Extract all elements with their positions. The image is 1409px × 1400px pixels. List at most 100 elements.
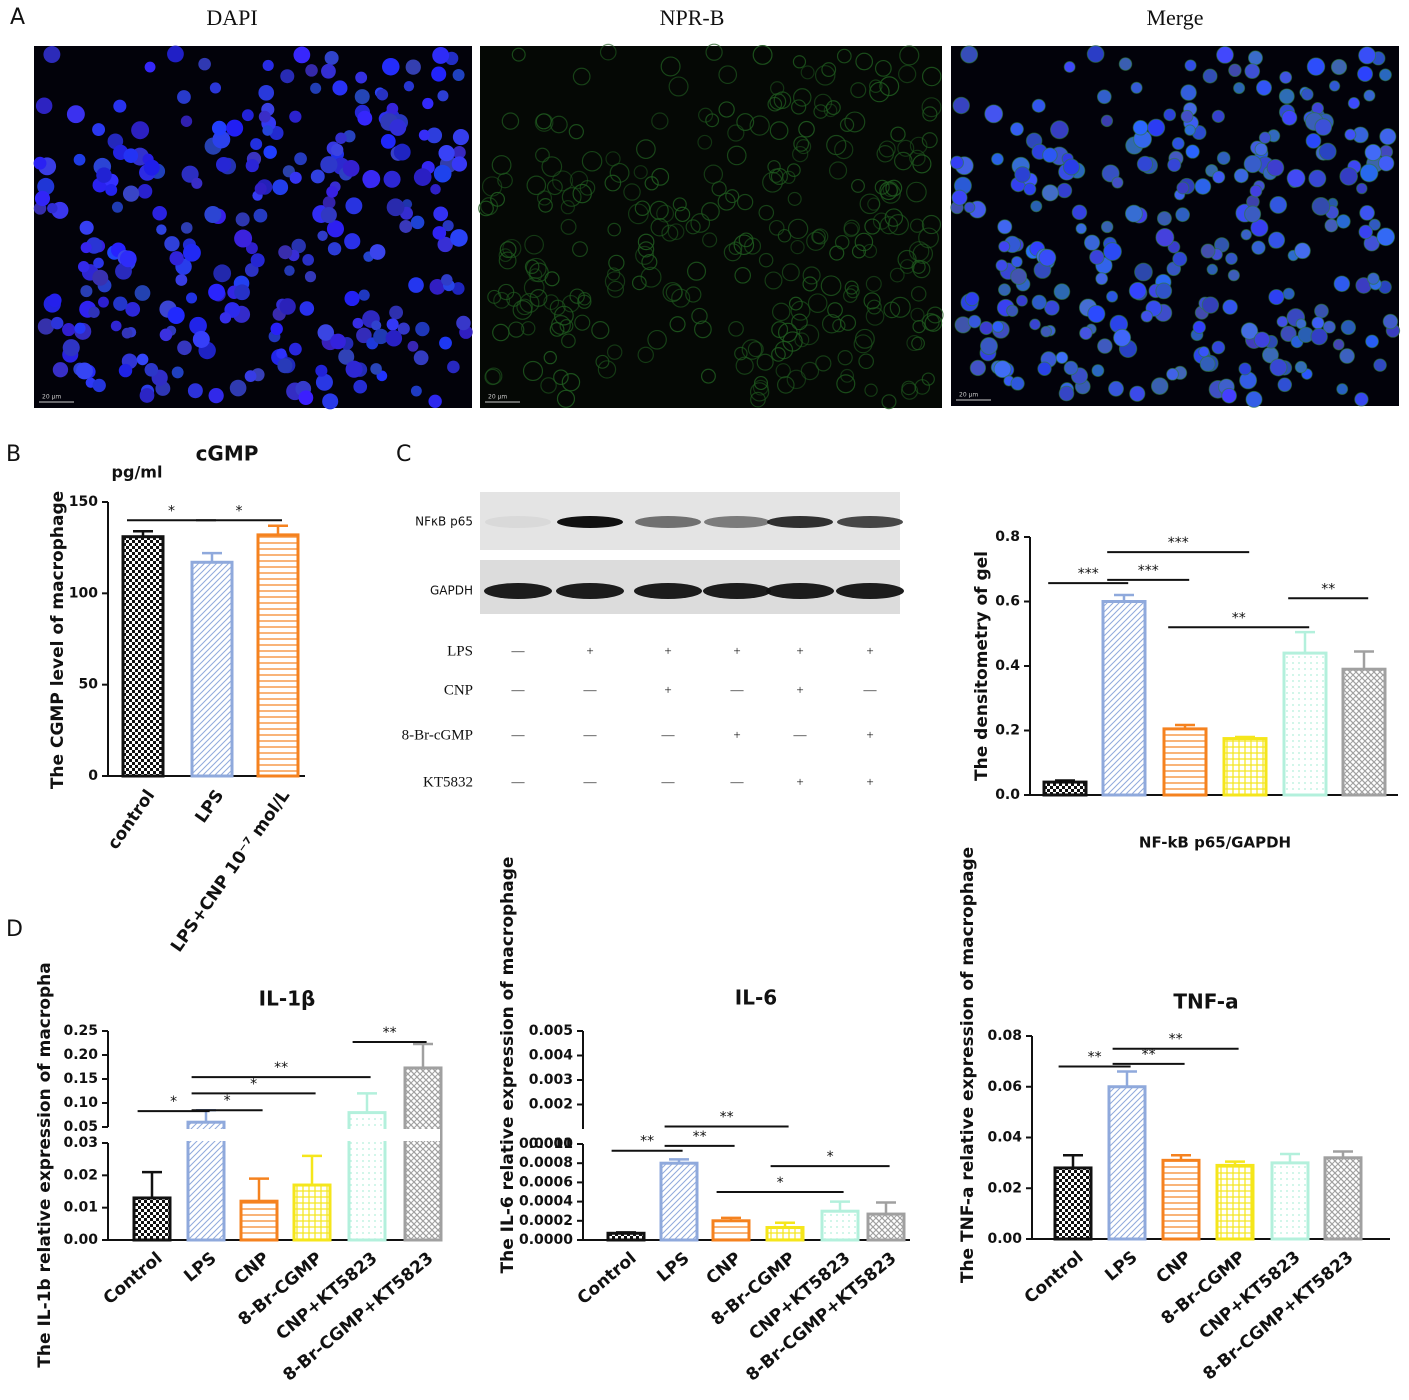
cell bbox=[733, 234, 755, 256]
cell bbox=[669, 316, 686, 333]
cell bbox=[1286, 168, 1306, 188]
cell bbox=[186, 292, 198, 304]
cell bbox=[561, 372, 581, 392]
cell bbox=[125, 301, 141, 317]
cell bbox=[441, 274, 453, 286]
cell bbox=[1243, 154, 1262, 174]
cell bbox=[88, 306, 100, 318]
y-tick-label: 0.01 bbox=[63, 1200, 98, 1216]
cell bbox=[864, 383, 878, 397]
axis-break bbox=[579, 1131, 910, 1142]
cell bbox=[1269, 195, 1288, 214]
cell bbox=[921, 132, 938, 149]
cell bbox=[662, 282, 683, 303]
blot-band bbox=[766, 583, 834, 599]
cell bbox=[370, 363, 382, 375]
cell bbox=[35, 97, 53, 115]
cell bbox=[697, 134, 713, 150]
condition-mark: — bbox=[730, 774, 745, 789]
cell bbox=[991, 320, 1005, 333]
cell bbox=[263, 145, 277, 159]
cell bbox=[535, 147, 550, 163]
cell bbox=[1172, 251, 1188, 267]
cell bbox=[529, 288, 548, 307]
panel-label: B bbox=[6, 442, 21, 467]
cell bbox=[1310, 327, 1328, 346]
cell bbox=[1255, 79, 1273, 96]
cell bbox=[452, 128, 470, 146]
cell bbox=[376, 88, 389, 101]
cell bbox=[1029, 318, 1041, 331]
cell bbox=[851, 178, 865, 193]
cell bbox=[1103, 242, 1122, 261]
cell bbox=[180, 222, 193, 234]
cell bbox=[322, 196, 336, 209]
chart-title: TNF-a bbox=[1173, 990, 1238, 1014]
cell bbox=[794, 332, 810, 348]
cell bbox=[498, 251, 517, 270]
cell bbox=[800, 65, 815, 80]
cell bbox=[382, 57, 400, 76]
cell bbox=[354, 89, 370, 105]
cell bbox=[143, 159, 160, 176]
cell bbox=[1336, 383, 1349, 396]
cell bbox=[1006, 304, 1019, 317]
cell bbox=[1251, 240, 1266, 255]
cell bbox=[853, 334, 873, 354]
cell bbox=[854, 232, 874, 252]
cell bbox=[910, 286, 927, 302]
cell bbox=[478, 200, 494, 217]
cell bbox=[1023, 182, 1037, 196]
cell bbox=[771, 321, 789, 339]
cell bbox=[1228, 63, 1242, 78]
bar bbox=[403, 1066, 443, 1242]
cell bbox=[229, 379, 247, 397]
condition-mark: + bbox=[733, 643, 740, 658]
cell bbox=[979, 320, 994, 336]
cell bbox=[304, 271, 317, 283]
cell bbox=[491, 155, 512, 175]
cell bbox=[289, 171, 302, 184]
cell bbox=[1269, 358, 1288, 377]
cell bbox=[352, 317, 364, 329]
cell bbox=[315, 373, 333, 391]
cell bbox=[736, 113, 755, 131]
cell bbox=[208, 388, 224, 404]
bar bbox=[239, 1199, 279, 1242]
x-axis-label: NF-kB p65/GAPDH bbox=[1139, 834, 1291, 852]
cell bbox=[1249, 184, 1263, 198]
cell bbox=[522, 360, 544, 382]
bar bbox=[186, 1120, 226, 1242]
cell bbox=[362, 170, 381, 188]
cell bbox=[1011, 255, 1023, 268]
cell bbox=[345, 360, 363, 378]
cell bbox=[118, 363, 133, 378]
cell bbox=[386, 198, 405, 217]
significance-label: * bbox=[777, 1175, 784, 1191]
cell bbox=[898, 64, 917, 84]
cell bbox=[357, 110, 373, 126]
cell bbox=[277, 358, 293, 374]
cell bbox=[77, 260, 90, 273]
cell bbox=[1339, 167, 1359, 186]
cell bbox=[572, 183, 592, 204]
y-tick-label: 0.0010 bbox=[519, 1136, 573, 1152]
cell bbox=[866, 299, 882, 315]
cell bbox=[1100, 220, 1114, 234]
cell bbox=[813, 93, 833, 112]
cell bbox=[294, 152, 307, 166]
cell bbox=[272, 179, 289, 196]
cell bbox=[703, 164, 724, 184]
x-tick-label: LPS bbox=[653, 1248, 693, 1286]
cell bbox=[177, 340, 192, 356]
blot-band bbox=[635, 516, 701, 528]
cell bbox=[879, 76, 900, 97]
cell bbox=[1053, 283, 1071, 301]
cell bbox=[110, 320, 122, 332]
cell bbox=[1368, 218, 1381, 231]
bar bbox=[121, 535, 165, 778]
cell bbox=[293, 46, 311, 64]
cell bbox=[650, 218, 670, 237]
cell bbox=[326, 185, 339, 198]
cell bbox=[79, 220, 94, 235]
